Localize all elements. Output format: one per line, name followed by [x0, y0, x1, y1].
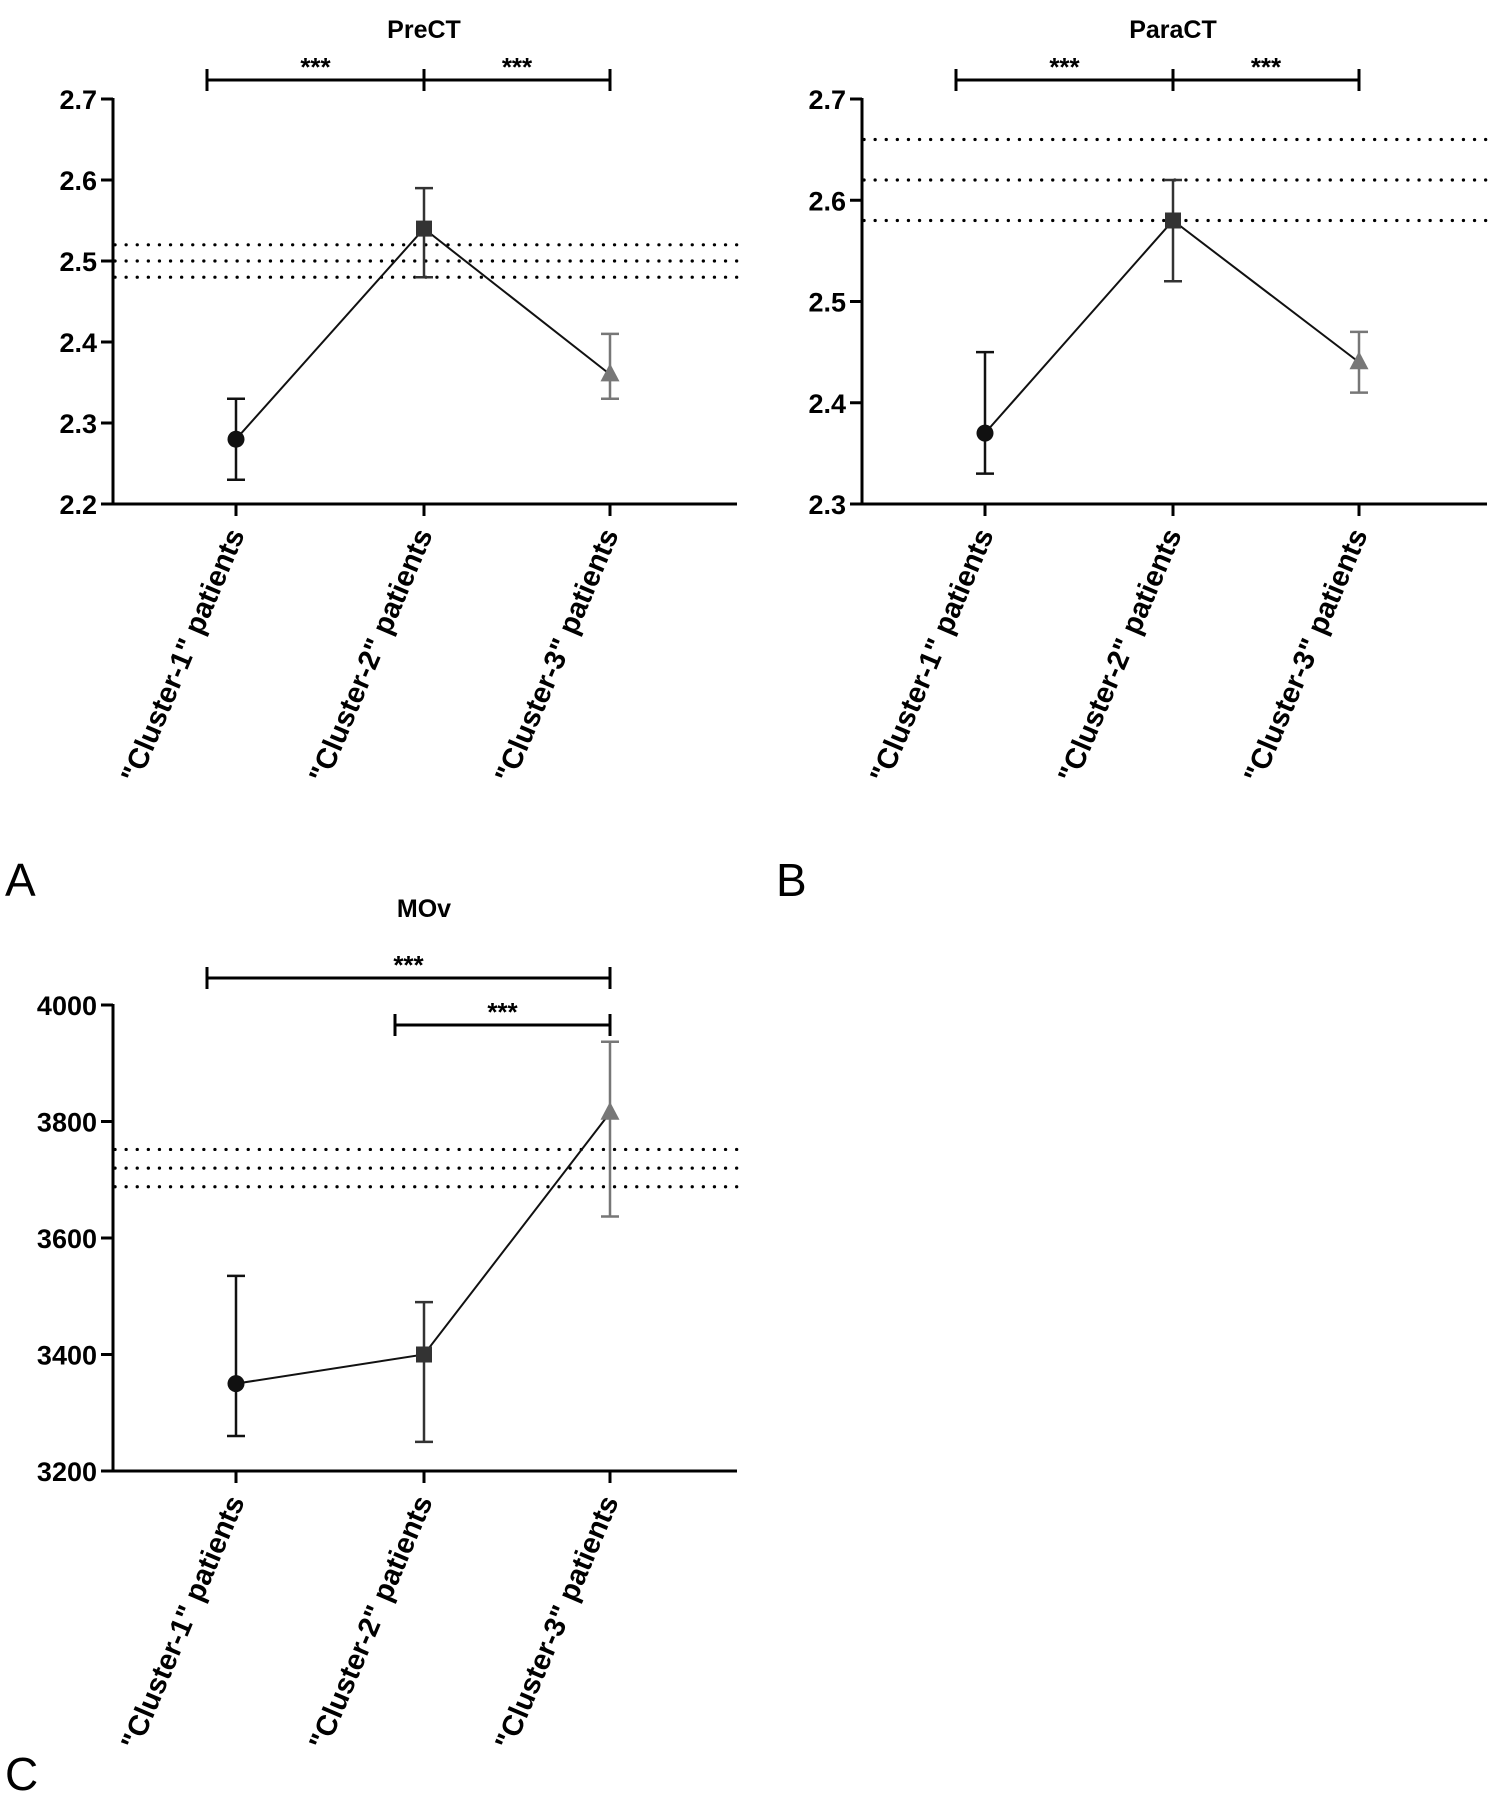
y-tick-label: 2.5: [59, 247, 97, 277]
x-category-label: "Cluster-1" patients: [865, 524, 1001, 787]
significance-label: ***: [502, 52, 533, 82]
significance-label: ***: [1049, 52, 1080, 82]
x-category-label: "Cluster-3" patients: [490, 524, 626, 787]
y-tick-label: 2.6: [59, 166, 97, 196]
significance-label: ***: [300, 52, 331, 82]
y-tick-label: 2.3: [808, 490, 846, 520]
x-category-label: "Cluster-1" patients: [116, 524, 252, 787]
y-tick-label: 2.4: [59, 328, 97, 358]
x-category-label: "Cluster-1" patients: [116, 1491, 252, 1754]
data-point: [1349, 351, 1369, 370]
data-point: [227, 1375, 245, 1393]
x-category-label: "Cluster-3" patients: [490, 1491, 626, 1754]
y-tick-label: 3200: [37, 1457, 97, 1487]
significance-label: ***: [393, 950, 424, 980]
chart-title: PreCT: [387, 16, 461, 44]
y-tick-label: 3400: [37, 1341, 97, 1371]
y-tick-label: 2.2: [59, 490, 97, 520]
y-tick-label: 2.6: [808, 186, 846, 216]
significance-label: ***: [1251, 52, 1282, 82]
data-point: [976, 424, 994, 442]
chart-title: MOv: [397, 895, 451, 923]
data-point: [416, 220, 432, 237]
panel-letter: A: [5, 854, 36, 906]
y-tick-label: 2.7: [808, 85, 846, 115]
x-category-label: "Cluster-2" patients: [304, 1491, 440, 1754]
x-category-label: "Cluster-2" patients: [1053, 524, 1189, 787]
y-tick-label: 2.7: [59, 85, 97, 115]
y-tick-label: 2.4: [808, 389, 846, 419]
x-category-label: "Cluster-2" patients: [304, 524, 440, 787]
chart-panel: PreCT 2.2 2.3 2.4 2.5 2.6 2.7 "Cluster-1" patie…: [5, 16, 739, 906]
x-category-label: "Cluster-3" patients: [1239, 524, 1375, 787]
significance-label: ***: [487, 997, 518, 1027]
y-tick-label: 3600: [37, 1224, 97, 1254]
chart-panel: MOv 3200 3400 3600 3800 4000 "Cluster-1" patie…: [5, 895, 739, 1800]
panel-letter: C: [5, 1748, 38, 1800]
y-tick-label: 4000: [37, 991, 97, 1021]
y-tick-label: 2.3: [59, 409, 97, 439]
data-point: [416, 1346, 432, 1363]
data-point: [600, 1101, 620, 1120]
data-point: [1165, 212, 1181, 229]
data-point: [600, 363, 620, 382]
panel-letter: B: [776, 854, 807, 906]
y-tick-label: 2.5: [808, 288, 846, 318]
y-tick-label: 3800: [37, 1108, 97, 1138]
data-point: [227, 430, 245, 448]
chart-panel: ParaCT 2.3 2.4 2.5 2.6 2.7 "Cluster-1" patient…: [776, 16, 1489, 906]
chart-title: ParaCT: [1129, 16, 1217, 44]
